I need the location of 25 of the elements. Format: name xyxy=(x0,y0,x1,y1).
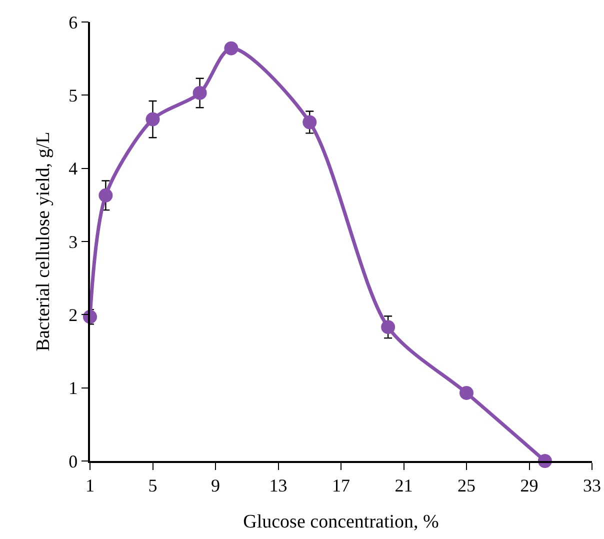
y-tick-label: 5 xyxy=(68,85,78,106)
point xyxy=(460,386,474,400)
x-tick-label: 13 xyxy=(269,475,288,496)
x-tick-label: 17 xyxy=(332,475,350,496)
point xyxy=(98,188,113,202)
y-tick-label: 6 xyxy=(68,12,78,32)
point xyxy=(146,112,160,126)
point xyxy=(192,86,207,100)
y-tick-label: 4 xyxy=(68,158,78,179)
y-tick-label: 3 xyxy=(68,232,78,252)
x-tick-label: 5 xyxy=(148,475,158,496)
y-tick-label: 2 xyxy=(68,304,78,325)
point xyxy=(381,320,396,334)
x-tick-label: 33 xyxy=(583,475,601,496)
point xyxy=(224,41,238,56)
x-tick-label: 9 xyxy=(211,475,220,496)
y-tick-label: 0 xyxy=(68,451,78,472)
x-tick-label: 21 xyxy=(394,475,413,496)
point xyxy=(302,115,317,130)
y-tick-label: 1 xyxy=(68,378,78,398)
y-axis-title: Bacterial cellulose yield, g/L xyxy=(33,132,54,352)
x-axis-title: Glucose concentration, % xyxy=(243,512,440,533)
x-tick-label: 29 xyxy=(520,475,538,496)
x-tick-label: 1 xyxy=(86,475,94,496)
x-tick-label: 25 xyxy=(458,475,476,496)
